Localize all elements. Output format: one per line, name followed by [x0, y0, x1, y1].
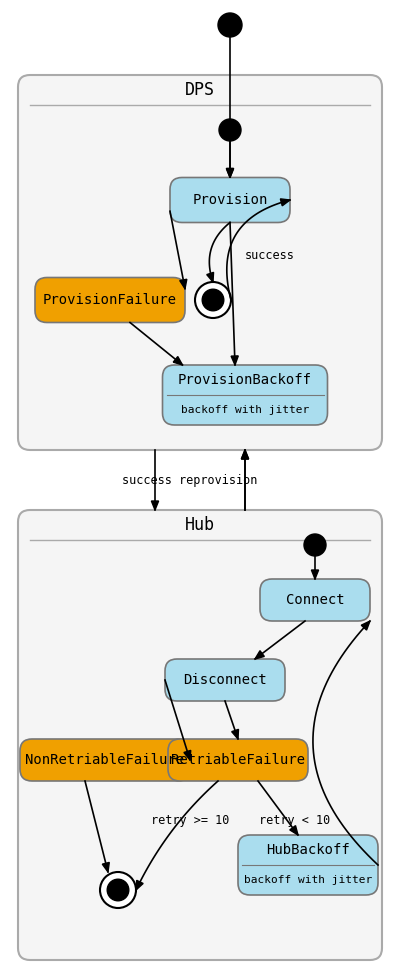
- FancyBboxPatch shape: [35, 277, 185, 323]
- FancyBboxPatch shape: [170, 178, 290, 223]
- Circle shape: [304, 534, 326, 556]
- Circle shape: [100, 872, 136, 908]
- Polygon shape: [242, 450, 249, 459]
- Text: ProvisionBackoff: ProvisionBackoff: [178, 373, 312, 387]
- FancyBboxPatch shape: [238, 835, 378, 895]
- Polygon shape: [173, 357, 182, 365]
- Polygon shape: [280, 199, 290, 206]
- Circle shape: [218, 13, 242, 37]
- Circle shape: [202, 290, 224, 311]
- Text: success reprovision: success reprovision: [122, 473, 258, 487]
- Polygon shape: [242, 450, 249, 459]
- FancyBboxPatch shape: [18, 510, 382, 960]
- Text: Connect: Connect: [286, 593, 344, 607]
- FancyBboxPatch shape: [260, 579, 370, 621]
- Text: retry < 10: retry < 10: [259, 814, 331, 826]
- Text: backoff with jitter: backoff with jitter: [181, 405, 309, 415]
- Polygon shape: [180, 279, 187, 289]
- Circle shape: [195, 282, 231, 318]
- Polygon shape: [231, 356, 238, 365]
- Polygon shape: [184, 750, 191, 760]
- Text: NonRetriableFailure: NonRetriableFailure: [26, 753, 184, 767]
- Text: Provision: Provision: [192, 193, 268, 207]
- Polygon shape: [136, 881, 143, 890]
- Text: Disconnect: Disconnect: [183, 673, 267, 687]
- Polygon shape: [232, 729, 238, 739]
- Text: ProvisionFailure: ProvisionFailure: [43, 293, 177, 307]
- Polygon shape: [226, 168, 234, 178]
- Polygon shape: [207, 272, 214, 282]
- Text: retry >= 10: retry >= 10: [151, 814, 229, 826]
- Polygon shape: [102, 862, 109, 872]
- Circle shape: [107, 880, 129, 901]
- Polygon shape: [361, 621, 370, 630]
- Circle shape: [219, 119, 241, 141]
- Text: RetriableFailure: RetriableFailure: [171, 753, 305, 767]
- Text: DPS: DPS: [185, 81, 215, 99]
- FancyBboxPatch shape: [165, 659, 285, 701]
- Text: Hub: Hub: [185, 516, 215, 534]
- FancyBboxPatch shape: [18, 75, 382, 450]
- Polygon shape: [311, 570, 319, 579]
- Polygon shape: [290, 825, 298, 835]
- Polygon shape: [255, 650, 264, 659]
- FancyBboxPatch shape: [162, 365, 328, 425]
- FancyBboxPatch shape: [168, 739, 308, 781]
- Text: success: success: [245, 249, 295, 261]
- FancyBboxPatch shape: [20, 739, 190, 781]
- Text: backoff with jitter: backoff with jitter: [244, 875, 372, 885]
- Polygon shape: [151, 501, 158, 510]
- Polygon shape: [226, 168, 234, 178]
- Text: HubBackoff: HubBackoff: [266, 843, 350, 857]
